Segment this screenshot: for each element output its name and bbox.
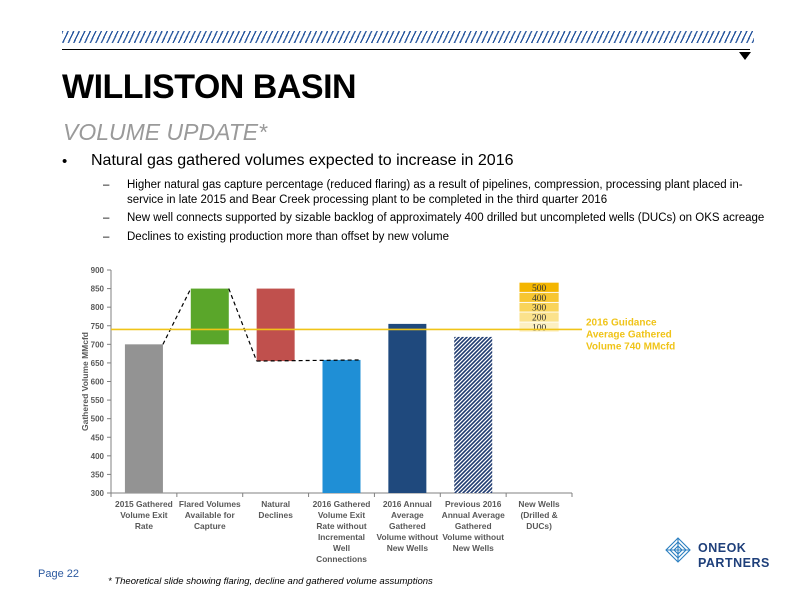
dash-icon: – <box>103 231 110 243</box>
x-category-label: (Drilled & <box>520 510 557 520</box>
page-subtitle: VOLUME UPDATE* <box>63 119 268 145</box>
main-bullet: Natural gas gathered volumes expected to… <box>91 152 514 169</box>
sub-bullet-text: New well connects supported by sizable b… <box>127 212 765 224</box>
y-tick-label: 700 <box>91 340 105 349</box>
guidance-label: Volume 740 MMcfd <box>586 341 675 352</box>
x-category-label: Volume Exit <box>120 510 168 520</box>
x-category-label: Declines <box>258 510 293 520</box>
y-tick-label: 400 <box>91 452 105 461</box>
connector-line <box>256 359 361 362</box>
x-category-label: 2016 Gathered <box>313 499 371 509</box>
x-category-label: Natural <box>261 499 290 509</box>
connector-line <box>162 288 192 345</box>
page-number: Page 22 <box>38 568 79 580</box>
x-category-label: Gathered <box>455 521 492 531</box>
x-category-label: Capture <box>194 521 226 531</box>
x-category-label: New Wells <box>518 499 560 509</box>
x-category-label: Flared Volumes <box>179 499 241 509</box>
footnote: * Theoretical slide showing flaring, dec… <box>108 576 433 587</box>
logo-line-2: PARTNERS <box>698 556 770 570</box>
dash-icon: – <box>103 212 110 224</box>
x-category-label: New Wells <box>453 543 495 553</box>
logo-line-1: ONEOK <box>698 541 747 555</box>
x-category-label: Volume without <box>442 532 504 542</box>
header-rule <box>62 49 750 50</box>
x-category-label: Average <box>391 510 424 520</box>
new-wells-band-label: 500 <box>532 284 547 294</box>
x-category-label: Volume without <box>376 532 438 542</box>
y-tick-label: 500 <box>91 415 105 424</box>
x-category-label: Rate <box>135 521 153 531</box>
new-wells-band-label: 300 <box>532 304 547 314</box>
new-wells-band-label: 400 <box>532 294 547 304</box>
bar-4 <box>322 359 361 493</box>
x-category-label: 2016 Annual <box>383 499 432 509</box>
x-category-label: Gathered <box>389 521 426 531</box>
y-tick-label: 650 <box>91 359 105 368</box>
guidance-label: 2016 Guidance <box>586 317 657 328</box>
y-tick-label: 350 <box>91 470 105 479</box>
x-category-label: New Wells <box>387 543 429 553</box>
y-tick-label: 850 <box>91 285 105 294</box>
triangle-down-icon <box>739 52 751 60</box>
dash-icon: – <box>103 179 110 191</box>
header-hatch-bar <box>62 31 754 43</box>
y-tick-label: 750 <box>91 322 105 331</box>
bar-1 <box>124 344 163 493</box>
guidance-label: Average Gathered <box>586 329 672 340</box>
bar-2 <box>190 288 229 345</box>
x-category-label: Previous 2016 <box>445 499 502 509</box>
y-tick-label: 800 <box>91 303 105 312</box>
y-axis-label: Gathered Volume MMcfd <box>80 332 90 431</box>
y-tick-label: 900 <box>91 266 105 275</box>
y-tick-label: 550 <box>91 396 105 405</box>
bar-3 <box>256 288 295 362</box>
bullet-dot-icon: • <box>62 153 68 170</box>
new-wells-band-label: 200 <box>532 314 547 324</box>
new-wells-band <box>518 281 560 293</box>
page-title: WILLISTON BASIN <box>62 68 357 106</box>
bar-6 <box>454 336 493 493</box>
new-wells-band-label: 100 <box>532 324 547 334</box>
y-tick-label: 450 <box>91 433 105 442</box>
x-category-label: Connections <box>316 554 367 564</box>
y-tick-label: 300 <box>91 489 105 498</box>
connector-line <box>228 288 258 362</box>
y-tick-label: 600 <box>91 378 105 387</box>
x-category-label: Annual Average <box>442 510 505 520</box>
x-category-label: 2015 Gathered <box>115 499 173 509</box>
sub-bullet-text: Higher natural gas capture percentage (r… <box>127 179 743 206</box>
bar-5 <box>388 323 427 493</box>
sub-bullet-text: Declines to existing production more tha… <box>127 231 449 243</box>
x-category-label: Available for <box>185 510 236 520</box>
x-category-label: Rate without <box>316 521 366 531</box>
x-category-label: DUCs) <box>526 521 552 531</box>
oneok-logo-icon <box>665 537 691 563</box>
x-category-label: Volume Exit <box>318 510 366 520</box>
x-category-label: Incremental <box>318 532 365 542</box>
x-category-label: Well <box>333 543 350 553</box>
